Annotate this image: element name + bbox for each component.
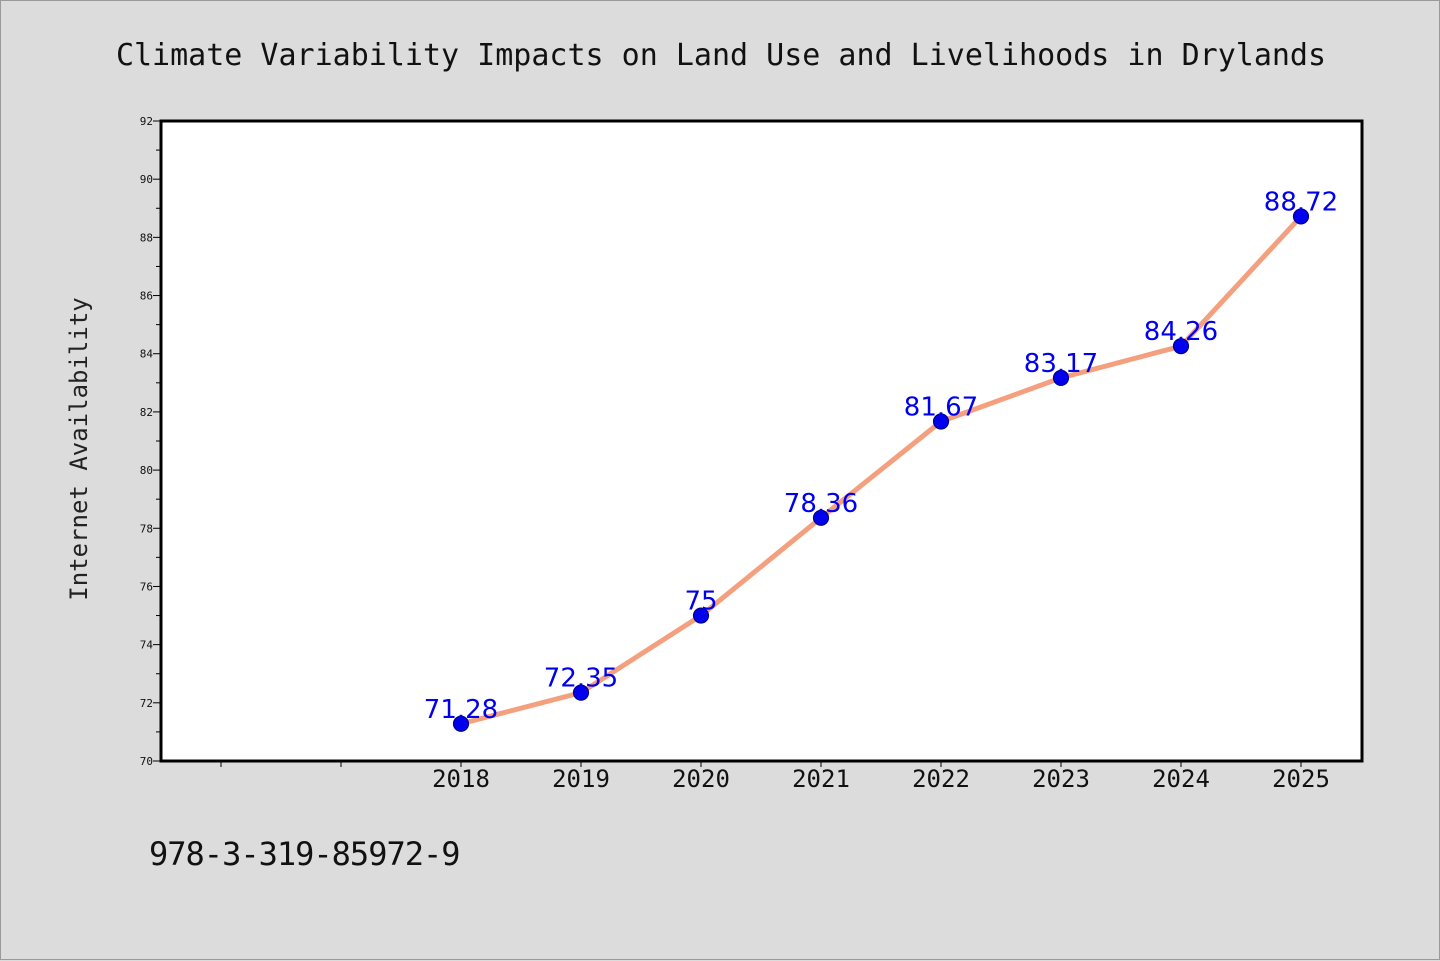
x-tick-label: 2022 (912, 765, 970, 793)
y-tick-label: 72 (140, 697, 153, 710)
x-tick-label: 2024 (1152, 765, 1210, 793)
x-axis: 2018 2019 2020 2021 2022 2023 2024 2025 (220, 761, 1330, 793)
data-point (812, 509, 830, 526)
data-point (1292, 208, 1310, 225)
x-tick-label: 2018 (432, 765, 490, 793)
data-labels: 71.28 72.35 75 78.36 81.67 83.17 84.26 88.72 (424, 187, 1338, 724)
y-tick-label: 84 (140, 348, 154, 361)
y-tick-label: 88 (140, 231, 153, 244)
chart-title: Climate Variability Impacts on Land Use … (116, 38, 1326, 73)
x-tick-label: 2019 (552, 765, 610, 793)
data-point (1052, 369, 1070, 386)
y-tick-label: 78 (140, 522, 153, 535)
series-layer (452, 208, 1310, 732)
y-tick-label: 90 (140, 173, 153, 186)
series-line (458, 213, 1304, 727)
x-tick-label: 2025 (1272, 765, 1330, 793)
data-point (1172, 338, 1190, 355)
data-label: 71.28 (424, 695, 498, 725)
footer-code: 978-3-319-85972-9 (149, 835, 461, 873)
x-tick-label: 2020 (672, 765, 730, 793)
y-tick-label: 76 (140, 580, 153, 593)
y-axis: 70 72 74 76 78 80 82 84 86 88 90 92 (140, 115, 161, 768)
x-tick-label: 2023 (1032, 765, 1090, 793)
y-axis-label: Internet Availability (65, 297, 93, 600)
y-tick-label: 70 (140, 755, 153, 768)
y-tick-label: 82 (140, 406, 153, 419)
y-tick-label: 86 (140, 290, 153, 303)
data-label: 78.36 (784, 489, 858, 519)
data-point (692, 607, 710, 624)
data-label: 84.26 (1144, 317, 1218, 347)
data-label: 88.72 (1264, 187, 1338, 217)
data-label: 75 (684, 587, 717, 617)
data-label: 72.35 (544, 664, 618, 694)
plot-area (159, 119, 1364, 763)
data-point (932, 413, 950, 430)
x-tick-label: 2021 (792, 765, 850, 793)
y-tick-label: 92 (140, 115, 153, 128)
data-point (572, 684, 590, 701)
data-label: 83.17 (1024, 349, 1098, 379)
y-tick-label: 74 (140, 639, 154, 652)
data-point (452, 715, 470, 732)
y-tick-label: 80 (140, 464, 153, 477)
data-label: 81.67 (904, 393, 978, 423)
